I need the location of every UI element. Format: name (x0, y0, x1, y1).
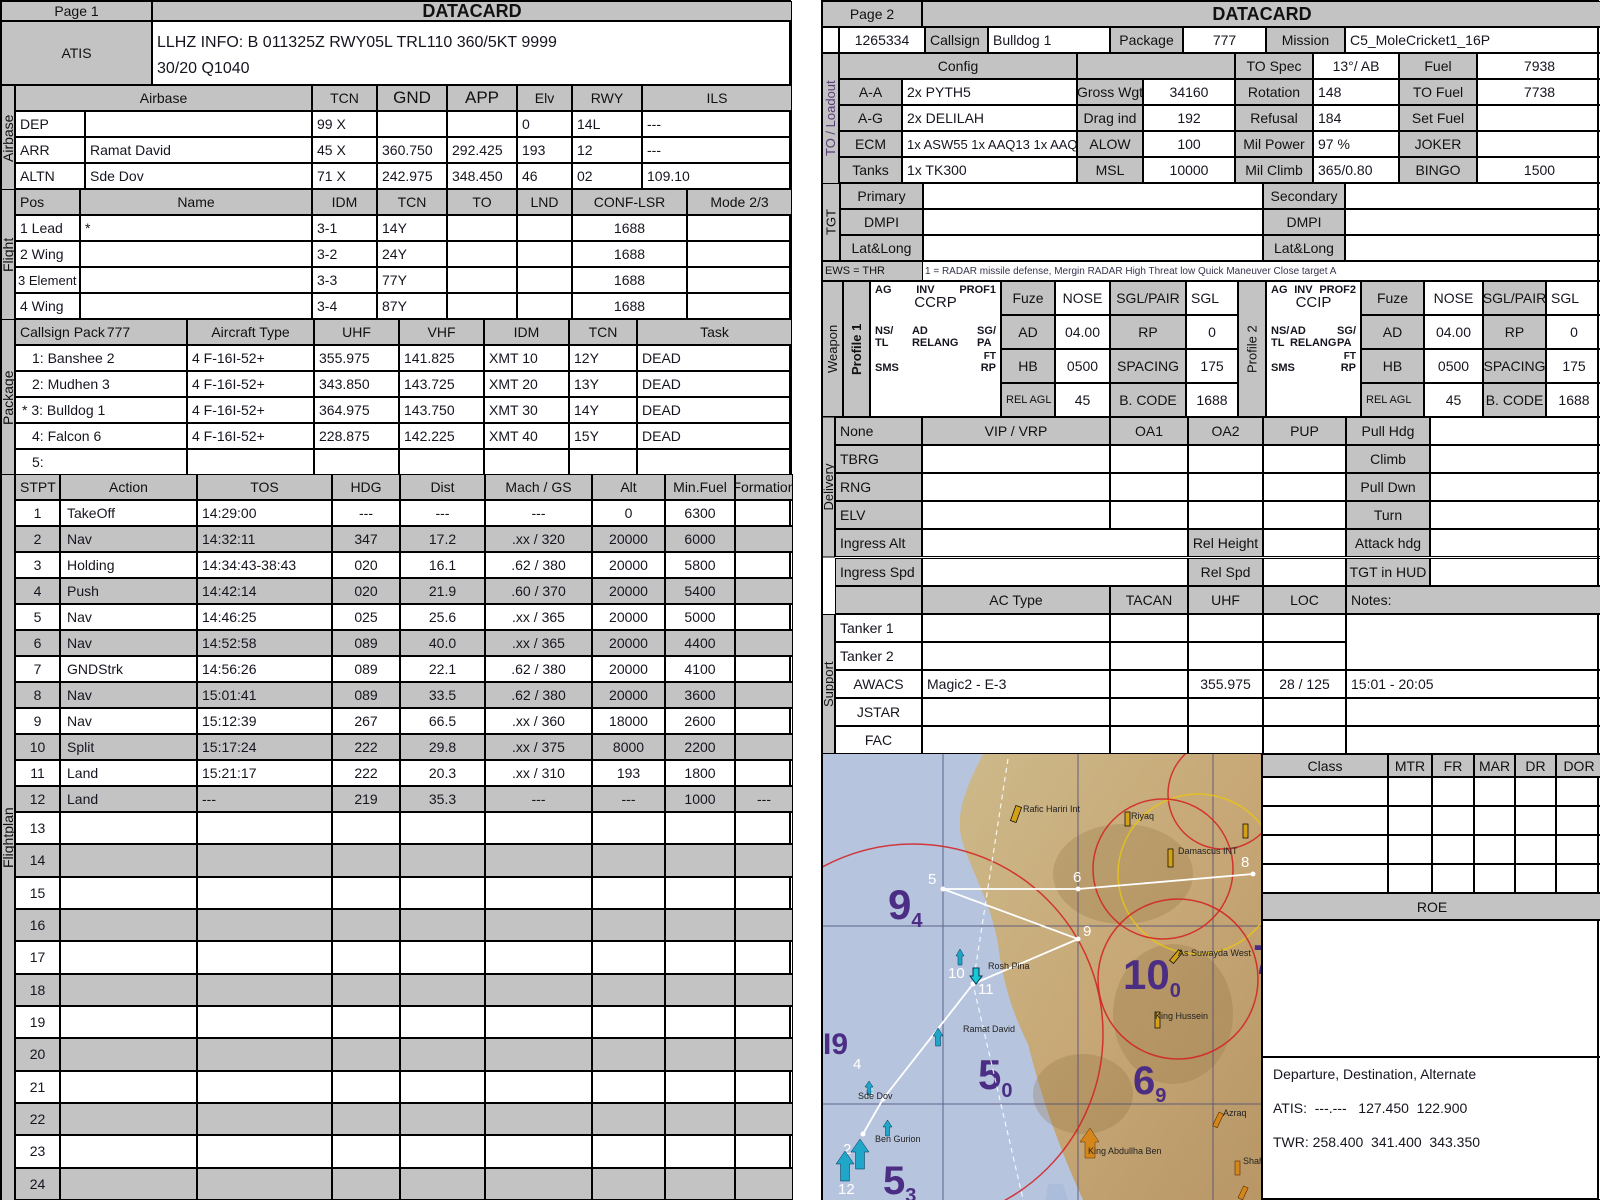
svg-text:Ramat David: Ramat David (963, 1024, 1015, 1034)
svg-text:6: 6 (1073, 869, 1081, 886)
svg-text:Shaheed Mwaffaq: Shaheed Mwaffaq (1243, 1156, 1263, 1166)
svg-text:Riyaq: Riyaq (1131, 811, 1154, 821)
svg-text:8: 8 (1241, 854, 1249, 871)
svg-text:Sde Dov: Sde Dov (858, 1091, 893, 1101)
svg-text:Ben Gurion: Ben Gurion (875, 1134, 921, 1144)
svg-text:12: 12 (838, 1181, 855, 1198)
svg-text:9: 9 (1083, 923, 1091, 940)
svg-text:7: 7 (1253, 936, 1263, 983)
svg-text:King Hussein: King Hussein (1155, 1011, 1208, 1021)
svg-text:Rafic Hariri Int: Rafic Hariri Int (1023, 804, 1081, 814)
svg-text:5: 5 (928, 871, 936, 888)
svg-text:As Suwayda West: As Suwayda West (1178, 948, 1251, 958)
svg-text:King Abdullha Ben: King Abdullha Ben (1088, 1146, 1162, 1156)
svg-text:I9: I9 (823, 1028, 848, 1061)
svg-text:Azraq: Azraq (1223, 1108, 1247, 1118)
svg-text:11: 11 (978, 981, 994, 998)
svg-text:10: 10 (948, 965, 965, 982)
svg-text:Damascus INT: Damascus INT (1178, 846, 1238, 856)
svg-text:Rosh Pina: Rosh Pina (988, 961, 1030, 971)
svg-text:4: 4 (853, 1056, 861, 1073)
